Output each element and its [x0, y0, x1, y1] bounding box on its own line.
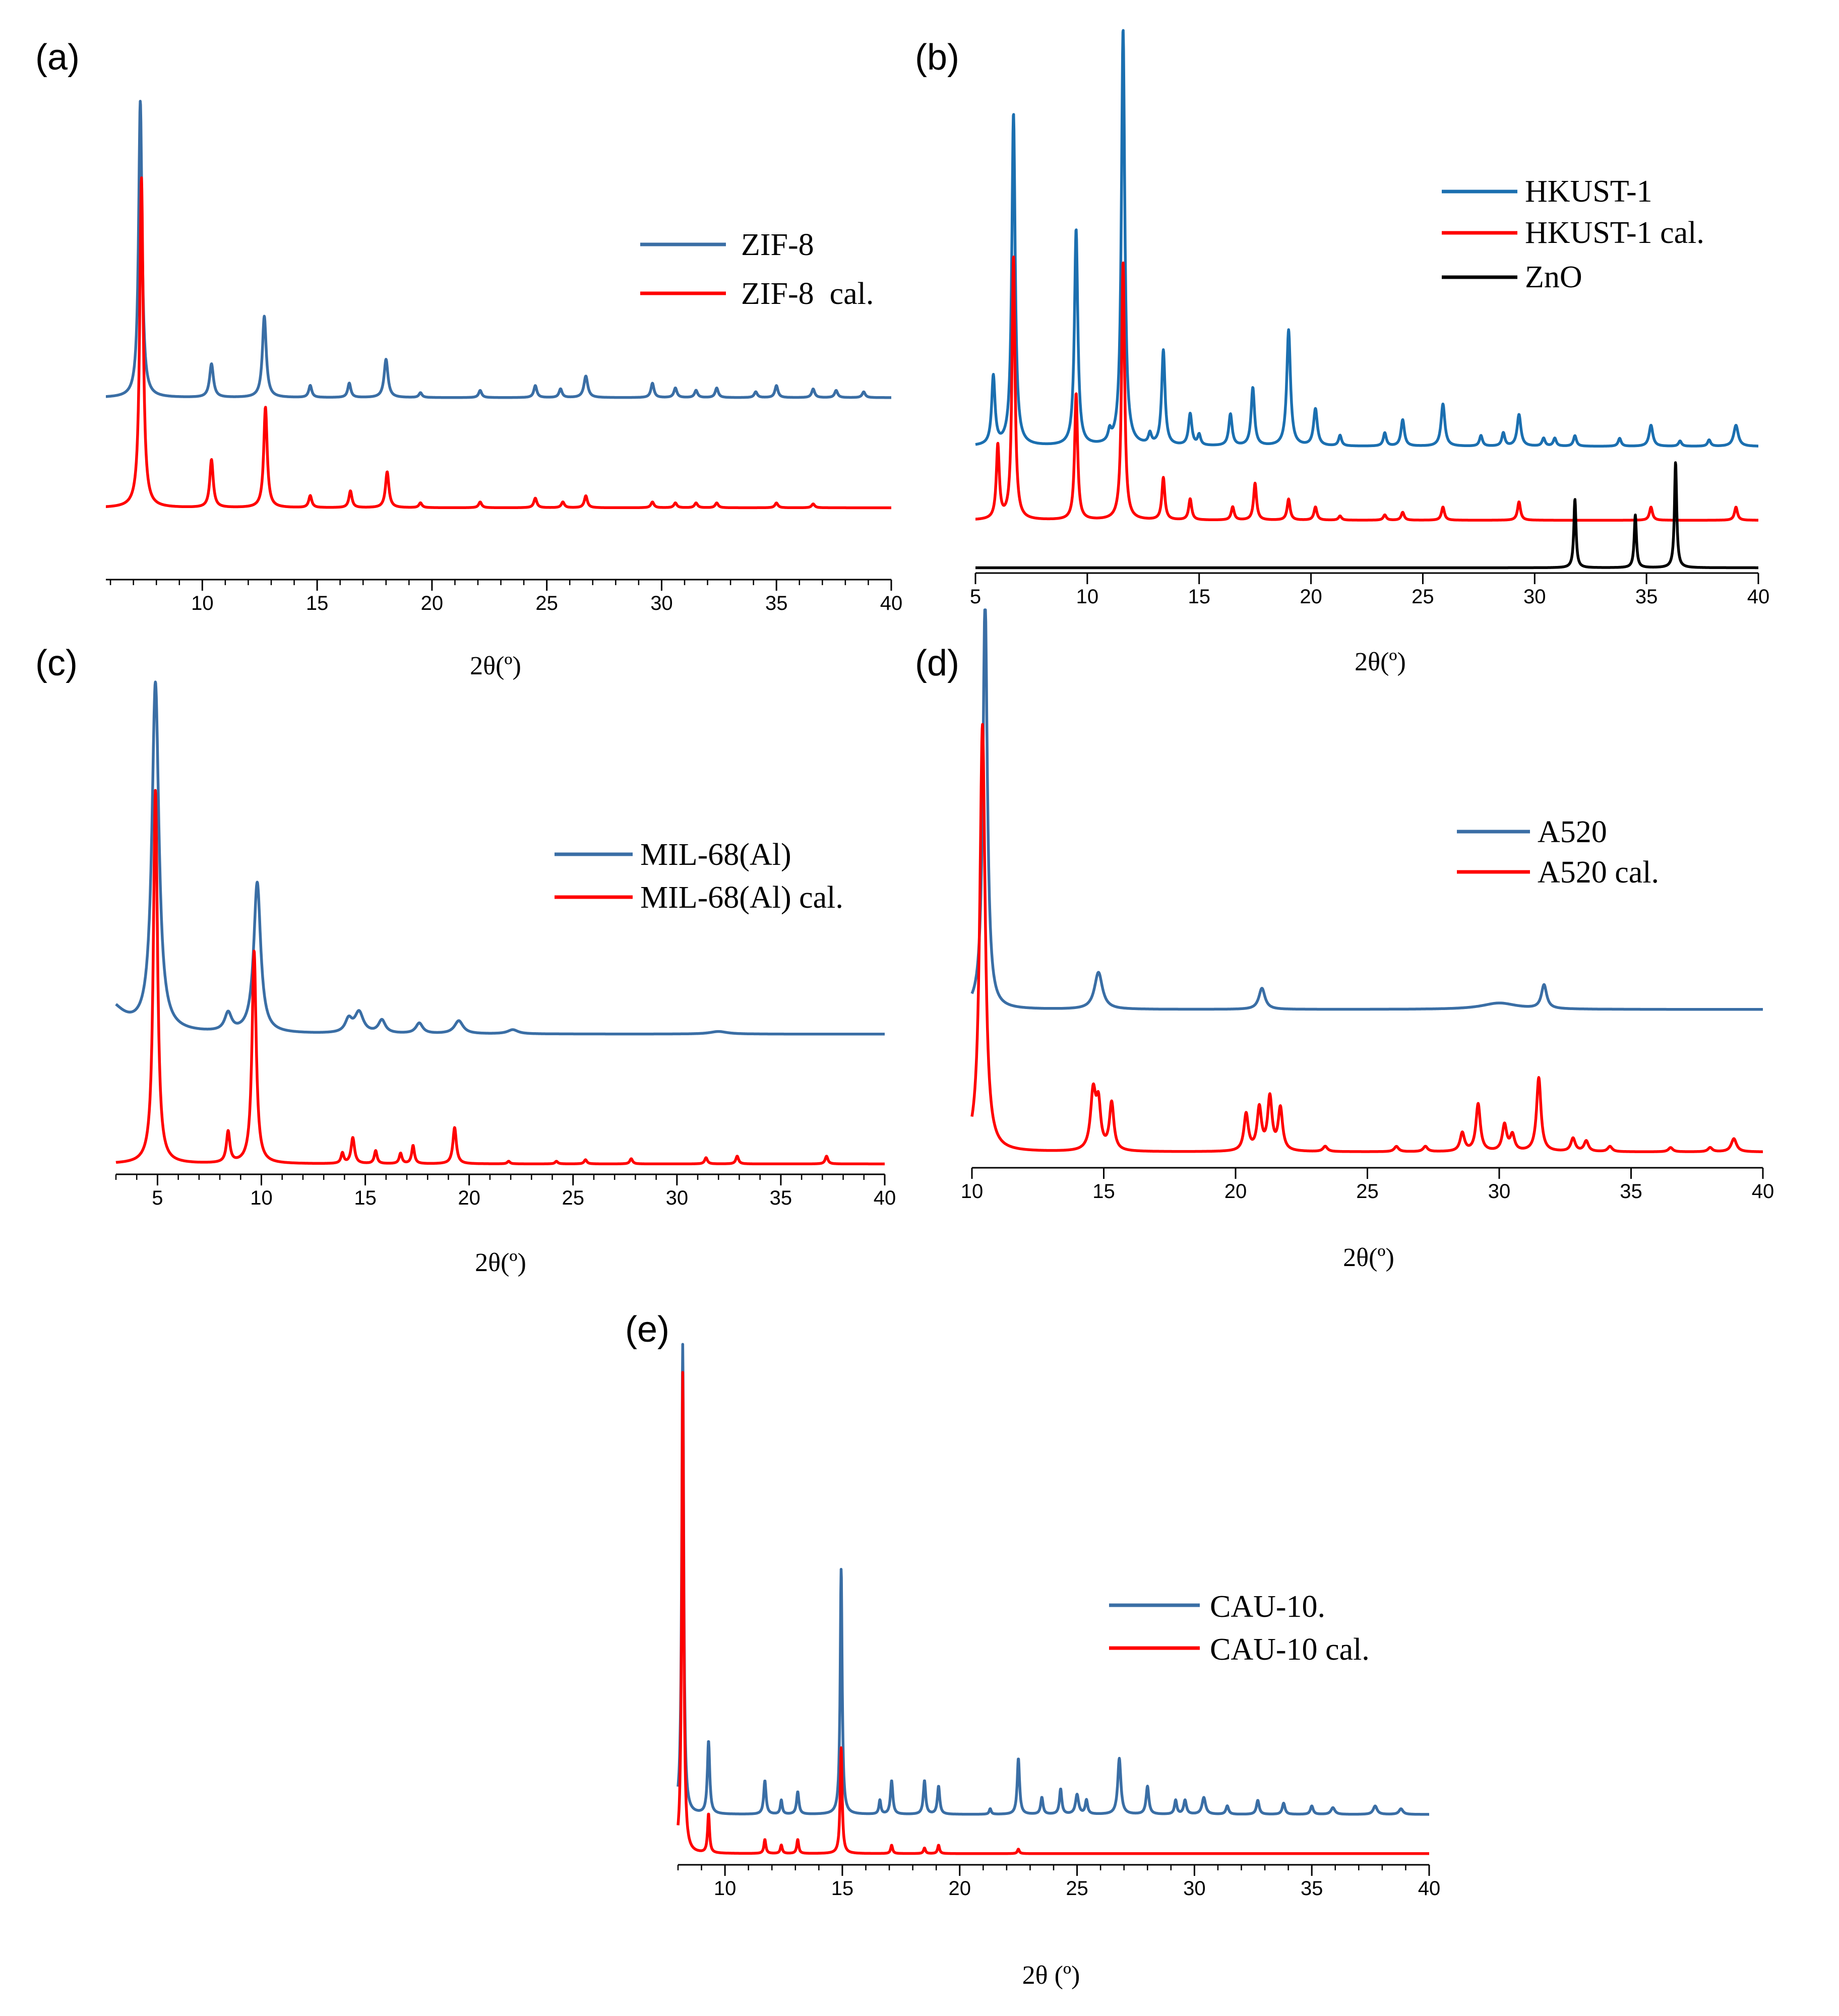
x-tick-label: 20 [949, 1877, 971, 1900]
legend-c-label-0: MIL-68(Al) [640, 838, 791, 872]
x-tick-label: 30 [666, 1187, 689, 1209]
series-line-a-0 [104, 100, 893, 399]
x-tick-label: 20 [458, 1187, 480, 1209]
x-tick-label: 15 [1188, 586, 1210, 608]
x-tick-label: 15 [1092, 1180, 1115, 1203]
panel-c-legend: MIL-68(Al) MIL-68(Al) cal. [555, 838, 843, 915]
x-tick-label: 10 [191, 592, 214, 614]
x-tick-label: 25 [535, 592, 558, 614]
x-tick-label: 5 [152, 1187, 163, 1209]
legend-b-label-2: ZnO [1525, 260, 1582, 294]
x-tick-label: 30 [650, 592, 673, 614]
x-tick-label: 25 [1066, 1877, 1088, 1900]
x-tick-label: 30 [1488, 1180, 1511, 1203]
x-tick-label: 15 [354, 1187, 377, 1209]
x-tick-label: 35 [1635, 586, 1658, 608]
x-tick-label: 20 [1224, 1180, 1247, 1203]
x-tick-label: 25 [1412, 586, 1434, 608]
panel-e-xlabel: 2θ (º) [1022, 1961, 1080, 1990]
x-tick-label: 15 [831, 1877, 854, 1900]
legend-b-label-0: HKUST-1 [1525, 174, 1652, 209]
x-tick-label: 40 [1418, 1877, 1441, 1900]
series-line-c-1 [114, 789, 886, 1166]
series-line-d-0 [970, 608, 1764, 1011]
legend-a-label-1: ZIF-8 cal. [741, 277, 874, 311]
x-tick-label: 25 [1356, 1180, 1379, 1203]
panel-c: (c) 5 10 15 20 25 30 35 40 2θ(º) MIL-68(Al) MIL… [35, 643, 896, 1277]
panel-b-plot: 5 10 15 20 25 30 35 40 [970, 29, 1770, 608]
x-tick-label: 30 [1523, 586, 1546, 608]
panel-e-legend: CAU-10. CAU-10 cal. [1109, 1590, 1370, 1667]
panel-a: (a) 10 15 20 25 30 35 40 2θ(º) ZIF-8 ZIF-8 cal… [35, 37, 902, 680]
panel-b-legend: HKUST-1 HKUST-1 cal. ZnO [1442, 174, 1704, 294]
x-tick-label: 10 [714, 1877, 737, 1900]
x-tick-label: 40 [880, 592, 903, 614]
panel-a-xlabel: 2θ(º) [470, 652, 521, 680]
x-tick-label: 35 [1620, 1180, 1642, 1203]
x-tick-label: 10 [961, 1180, 984, 1203]
x-tick-label: 40 [874, 1187, 896, 1209]
series-line-e-1 [677, 1371, 1431, 1855]
panel-b: (b) 5 10 15 20 25 30 35 40 2θ(º) HKUST-1 HKUST-… [915, 29, 1770, 676]
legend-d-label-0: A520 [1538, 815, 1607, 849]
legend-e-label-0: CAU-10. [1210, 1590, 1325, 1624]
legend-d-label-1: A520 cal. [1538, 855, 1659, 890]
x-tick-label: 15 [306, 592, 329, 614]
panel-a-legend: ZIF-8 ZIF-8 cal. [640, 228, 874, 311]
series-line-c-0 [114, 680, 886, 1036]
panel-b-xlabel: 2θ(º) [1355, 648, 1406, 676]
panel-e: (e) 10 15 20 25 30 35 40 2θ (º) CAU-10. CAU-10… [625, 1309, 1440, 1990]
panel-c-plot: 5 10 15 20 25 30 35 40 [114, 680, 896, 1209]
x-tick-label: 10 [250, 1187, 273, 1209]
series-line-d-1 [970, 723, 1764, 1153]
x-tick-label: 35 [765, 592, 788, 614]
legend-e-label-1: CAU-10 cal. [1210, 1632, 1370, 1667]
x-tick-label: 35 [770, 1187, 792, 1209]
panel-d-xlabel: 2θ(º) [1343, 1243, 1394, 1272]
x-tick-label: 10 [1076, 586, 1099, 608]
x-tick-label: 35 [1301, 1877, 1323, 1900]
panel-d-label: (d) [915, 643, 959, 683]
panel-c-label: (c) [35, 643, 78, 683]
legend-b-label-1: HKUST-1 cal. [1525, 216, 1704, 250]
legend-a-label-0: ZIF-8 [741, 228, 814, 262]
x-tick-label: 40 [1747, 586, 1770, 608]
panel-d-legend: A520 A520 cal. [1457, 815, 1659, 890]
x-tick-label: 30 [1183, 1877, 1206, 1900]
panel-e-label: (e) [625, 1309, 669, 1350]
series-line-b-1 [974, 255, 1760, 522]
panel-a-label: (a) [35, 37, 80, 78]
series-line-b-0 [974, 29, 1760, 448]
panel-d: (d) 10 15 20 25 30 35 40 2θ(º) A520 A520 cal. [915, 608, 1774, 1272]
legend-c-label-1: MIL-68(Al) cal. [640, 880, 843, 915]
series-line-a-1 [104, 176, 893, 510]
series-line-b-2 [974, 461, 1760, 570]
panel-d-plot: 10 15 20 25 30 35 40 [961, 608, 1774, 1203]
x-tick-label: 25 [562, 1187, 585, 1209]
x-tick-label: 20 [421, 592, 444, 614]
x-tick-label: 40 [1752, 1180, 1774, 1203]
panel-a-plot: 10 15 20 25 30 35 40 [104, 100, 903, 614]
x-tick-label: 5 [970, 586, 981, 608]
series-line-e-0 [677, 1343, 1431, 1816]
panel-e-plot: 10 15 20 25 30 35 40 [677, 1343, 1441, 1900]
panel-b-label: (b) [915, 37, 959, 78]
x-tick-label: 20 [1300, 586, 1322, 608]
panel-c-xlabel: 2θ(º) [475, 1248, 526, 1277]
